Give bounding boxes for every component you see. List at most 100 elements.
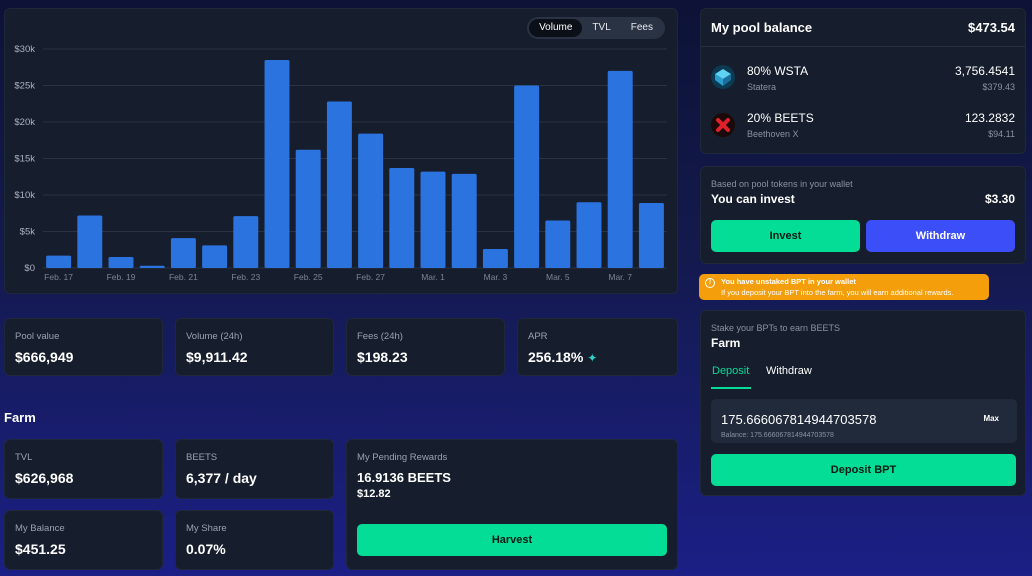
stake-card: Stake your BPTs to earn BEETS Farm Depos… <box>700 310 1026 496</box>
y-tick-label: $10k <box>14 190 35 201</box>
wsta-token-icon <box>711 65 735 89</box>
pending-rewards-card: My Pending Rewards 16.9136 BEETS $12.82 … <box>346 439 678 570</box>
bar <box>389 167 415 268</box>
pending-rewards-label: My Pending Rewards <box>357 452 448 463</box>
volume-value: $9,911.42 <box>186 349 248 365</box>
bar <box>451 173 477 268</box>
deposit-balance-text: Balance: 175.666067814944703578 <box>721 432 834 439</box>
pool-balance-card: My pool balance $473.54 80% WSTA Statera… <box>700 8 1026 154</box>
x-tick-label: Feb. 21 <box>169 272 198 282</box>
unstaked-bpt-warning: ! You have unstaked BPT in your wallet I… <box>699 274 989 300</box>
token-project: Beethoven X <box>747 129 799 139</box>
fees-card: Fees (24h) $198.23 <box>346 318 505 376</box>
pool-value: $666,949 <box>15 349 74 365</box>
x-tick-label: Mar. 3 <box>484 272 508 282</box>
bar <box>638 203 664 268</box>
warning-title: You have unstaked BPT in your wallet <box>721 277 856 286</box>
my-share-label: My Share <box>186 523 227 534</box>
my-balance-value: $451.25 <box>15 541 66 557</box>
apr-label: APR <box>528 331 548 342</box>
y-tick-label: $0 <box>24 263 35 274</box>
pending-usd: $12.82 <box>357 488 391 500</box>
x-tick-label: Mar. 1 <box>421 272 445 282</box>
farm-beets-card: BEETS 6,377 / day <box>175 439 334 499</box>
bar <box>264 59 290 269</box>
pool-value-card: Pool value $666,949 <box>4 318 163 376</box>
tab-volume[interactable]: Volume <box>529 19 583 37</box>
stake-hint: Stake your BPTs to earn BEETS <box>711 323 841 333</box>
farm-tvl-value: $626,968 <box>15 470 74 486</box>
active-tab-indicator <box>711 387 751 389</box>
deposit-amount-value[interactable]: 175.666067814944703578 <box>721 412 877 427</box>
bar <box>514 85 540 268</box>
x-tick-label: Feb. 23 <box>231 272 260 282</box>
token-usd-value: $94.11 <box>988 129 1015 139</box>
bar <box>482 249 508 268</box>
bar <box>139 265 165 268</box>
token-name: 80% WSTA <box>747 64 809 78</box>
beets-token-icon <box>711 113 735 137</box>
volume-label: Volume (24h) <box>186 331 243 342</box>
y-tick-label: $15k <box>14 154 35 165</box>
deposit-amount-field[interactable]: 175.666067814944703578 Max Balance: 175.… <box>711 399 1017 443</box>
invest-label: You can invest <box>711 192 795 206</box>
my-share-value: 0.07% <box>186 541 226 557</box>
pool-balance-title: My pool balance <box>711 20 813 35</box>
bar <box>295 149 321 268</box>
bar <box>77 215 103 268</box>
x-tick-label: Feb. 17 <box>44 272 73 282</box>
bar <box>545 220 571 268</box>
my-balance-label: My Balance <box>15 523 65 534</box>
token-amount: 123.2832 <box>964 111 1015 125</box>
farm-tvl-label: TVL <box>15 452 33 463</box>
invest-card: Based on pool tokens in your wallet You … <box>700 166 1026 264</box>
volume-chart-card: $0 $5k $10k $15k $20k $25k $30k Feb. 17 Feb. 19 F… <box>4 8 678 294</box>
farm-beets-value: 6,377 / day <box>186 470 257 486</box>
bar <box>108 257 134 268</box>
y-tick-label: $30k <box>14 44 35 55</box>
bar <box>358 133 384 268</box>
token-project: Statera <box>747 82 777 92</box>
farm-section-title: Farm <box>4 410 36 425</box>
warning-icon: ! <box>705 278 715 288</box>
tab-deposit[interactable]: Deposit <box>712 365 750 377</box>
divider <box>701 46 1025 47</box>
tab-tvl[interactable]: TVL <box>592 22 611 33</box>
volume-bar-chart: $0 $5k $10k $15k $20k $25k $30k Feb. 17 Feb. 19 F… <box>14 44 667 282</box>
fees-value: $198.23 <box>357 349 408 365</box>
invest-hint: Based on pool tokens in your wallet <box>711 179 853 189</box>
chart-metric-toggle: Volume TVL Fees <box>527 17 665 39</box>
bar <box>607 70 633 269</box>
apr-row: 256.18% ✦ <box>528 349 597 365</box>
volume-card: Volume (24h) $9,911.42 <box>175 318 334 376</box>
my-share-card: My Share 0.07% <box>175 510 334 570</box>
y-tick-label: $5k <box>20 227 36 238</box>
my-balance-card: My Balance $451.25 <box>4 510 163 570</box>
bar <box>233 216 259 268</box>
farm-beets-label: BEETS <box>186 452 218 463</box>
harvest-button[interactable]: Harvest <box>357 524 667 556</box>
apr-card: APR 256.18% ✦ <box>517 318 678 376</box>
bar <box>202 245 228 268</box>
pending-beets: 16.9136 BEETS <box>357 470 451 485</box>
withdraw-button[interactable]: Withdraw <box>866 220 1015 252</box>
warning-body: If you deposit your BPT into the farm, y… <box>721 288 954 297</box>
token-amount: 3,756.4541 <box>954 64 1015 78</box>
tab-withdraw[interactable]: Withdraw <box>766 365 812 377</box>
invest-button[interactable]: Invest <box>711 220 860 252</box>
tab-fees[interactable]: Fees <box>630 22 653 33</box>
x-tick-label: Feb. 19 <box>107 272 136 282</box>
max-button[interactable]: Max <box>983 414 999 423</box>
farm-tvl-card: TVL $626,968 <box>4 439 163 499</box>
x-tick-label: Mar. 7 <box>608 272 632 282</box>
x-tick-label: Feb. 25 <box>294 272 323 282</box>
fees-label: Fees (24h) <box>357 331 403 342</box>
y-tick-label: $25k <box>14 81 35 92</box>
pool-balance-total: $473.54 <box>968 20 1015 35</box>
token-usd-value: $379.43 <box>982 82 1015 92</box>
bar <box>326 101 352 268</box>
deposit-bpt-button[interactable]: Deposit BPT <box>711 454 1016 486</box>
apr-value: 256.18% <box>528 349 584 365</box>
bar <box>170 238 196 268</box>
sparkle-icon[interactable]: ✦ <box>587 351 598 365</box>
